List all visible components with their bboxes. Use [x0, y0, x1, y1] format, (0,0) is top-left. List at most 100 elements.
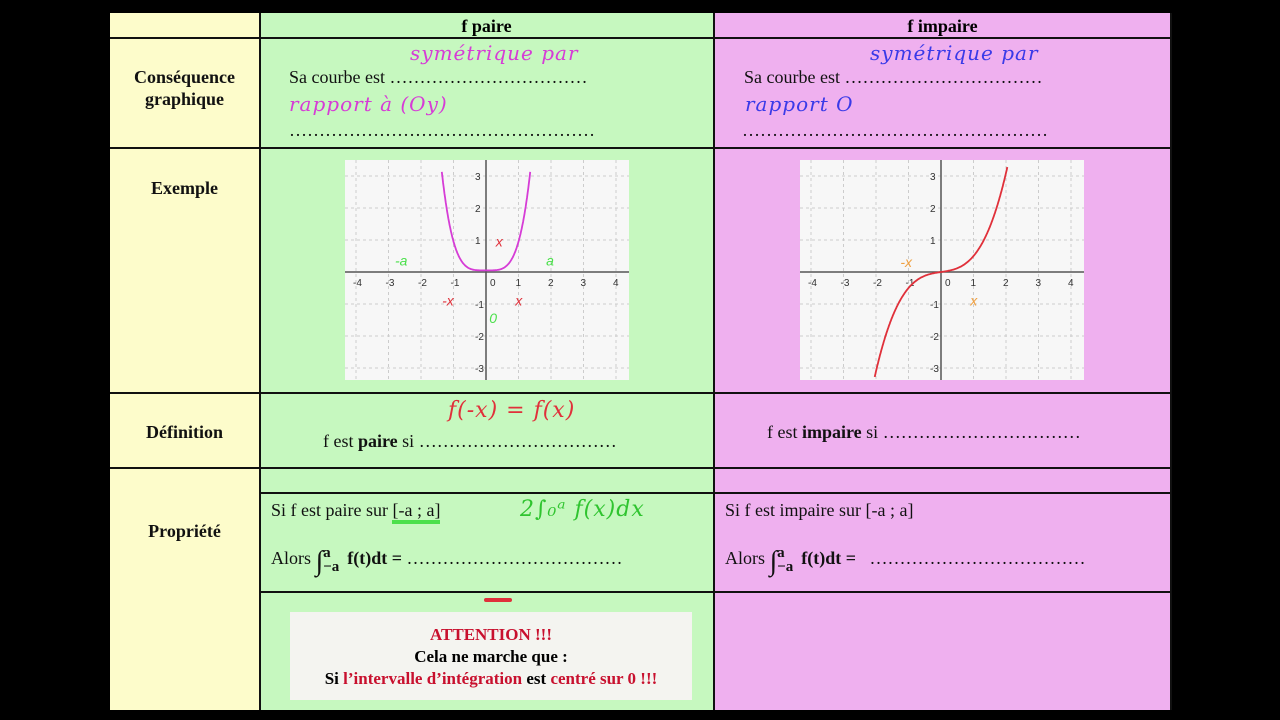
dots: ……………………………… — [406, 548, 623, 569]
label-exemple: Exemple — [151, 178, 218, 198]
x-tick-label: 0 — [490, 278, 496, 289]
prefix: Sa courbe est — [289, 67, 385, 87]
x-tick-label: -1 — [451, 278, 460, 289]
y-tick-label: 3 — [930, 172, 936, 183]
dots: …………………………… — [389, 67, 588, 87]
divider — [110, 147, 1172, 149]
label-line: Conséquence — [133, 67, 235, 87]
x-tick-label: 2 — [548, 278, 554, 289]
text: Si — [324, 669, 344, 688]
header-impaire: f impaire — [907, 16, 978, 36]
attention-line: Cela ne marche que : — [414, 647, 568, 666]
label-propriete: Propriété — [148, 521, 221, 541]
y-tick-label: 1 — [930, 236, 936, 247]
red-underline — [484, 598, 512, 602]
integrand: f(t)dt = — [801, 548, 861, 569]
prefix: Sa courbe est — [744, 67, 840, 87]
x-tick-label: -2 — [418, 278, 427, 289]
x-tick-label: -4 — [353, 278, 362, 289]
y-tick-label: 3 — [475, 172, 481, 183]
attention-box: ATTENTION !!! Cela ne marche que : Si l’… — [290, 612, 692, 700]
integral-sign: ∫ — [315, 546, 324, 578]
annotation: -x — [900, 254, 913, 270]
x-tick-label: 0 — [945, 278, 951, 289]
divider — [110, 392, 1172, 394]
x-tick-label: 1 — [971, 278, 977, 289]
handwriting-impaire-2: rapport O — [745, 92, 854, 116]
y-tick-label: 1 — [475, 236, 481, 247]
limits: a −a — [323, 545, 339, 575]
impaire-consequence-dots-2: …………………………………………… — [742, 120, 1048, 140]
handwriting-paire-2: rapport à (Oy) — [289, 92, 448, 116]
text: f est — [323, 431, 358, 451]
label-definition: Définition — [145, 422, 223, 442]
y-tick-label: 2 — [930, 204, 936, 215]
propriete-paire-line1: Si f est paire sur [-a ; a] — [271, 499, 441, 524]
bold-word: impaire — [802, 422, 862, 442]
y-tick-label: -3 — [475, 364, 484, 375]
x-tick-label: 1 — [516, 278, 522, 289]
divider — [110, 467, 1172, 469]
x-tick-label: 3 — [581, 278, 587, 289]
function-curve — [440, 171, 532, 272]
graph-odd-function: -4 -3 -2 -1 0 1 2 3 4 3 2 1 -1 -2 -3 -x x — [800, 160, 1084, 380]
propriete-impaire-line1: Si f est impaire sur [-a ; a] — [725, 500, 914, 520]
divider — [259, 13, 261, 710]
y-tick-label: -1 — [930, 300, 939, 311]
definition-impaire: f est impaire si …………………………… — [767, 421, 1081, 443]
bold-word: paire — [358, 431, 398, 451]
divider — [110, 37, 1172, 39]
handwriting-impaire-1: symétrique par — [870, 41, 1039, 65]
text: est — [522, 669, 551, 688]
x-tick-label: -4 — [808, 278, 817, 289]
annotation: x — [969, 293, 978, 309]
divider — [259, 591, 1172, 593]
limits: a −a — [777, 545, 793, 575]
x-tick-label: -1 — [906, 278, 915, 289]
propriete-paire-line2: Alors ∫a −a f(t)dt = ……………………………… — [271, 545, 623, 578]
handwriting-paire-1: symétrique par — [410, 41, 579, 65]
x-tick-label: -3 — [841, 278, 850, 289]
text: Si f est paire sur — [271, 500, 393, 520]
upper: a — [777, 545, 785, 561]
dots: ……………………………… — [869, 548, 1086, 569]
paire-consequence-dots-2: …………………………………………… — [289, 120, 595, 140]
y-tick-label: -1 — [475, 300, 484, 311]
text: si — [861, 422, 883, 442]
text: si — [397, 431, 419, 451]
annotation: -a — [395, 253, 408, 269]
function-curve — [873, 166, 1009, 378]
label-consequence: Conséquence graphique — [110, 66, 259, 110]
interval: [-a ; a] — [392, 500, 441, 524]
x-tick-label: 2 — [1003, 278, 1009, 289]
x-tick-label: -2 — [873, 278, 882, 289]
upper: a — [323, 545, 331, 561]
handwriting-definition-paire: f(-x) = f(x) — [448, 398, 576, 423]
annotation: a — [546, 253, 554, 269]
dots: …………………………… — [844, 67, 1043, 87]
paire-consequence-line1: Sa courbe est …………………………… — [289, 66, 587, 88]
text: f est — [767, 422, 802, 442]
definition-paire: f est paire si …………………………… — [323, 430, 617, 452]
label-line: graphique — [144, 89, 225, 109]
attention-title: ATTENTION !!! — [430, 625, 552, 644]
annotation: -x — [442, 293, 455, 309]
y-tick-label: 2 — [475, 204, 481, 215]
text: Alors — [725, 548, 770, 569]
attention-line: Si l’intervalle d’intégration est centré… — [290, 668, 692, 690]
highlight: l’intervalle d’intégration — [343, 669, 523, 688]
label-column — [110, 13, 259, 710]
x-tick-label: 4 — [613, 278, 619, 289]
divider — [259, 492, 1172, 494]
x-tick-label: 3 — [1036, 278, 1042, 289]
annotation: x — [495, 233, 504, 249]
impaire-consequence-line1: Sa courbe est …………………………… — [744, 66, 1042, 88]
header-paire: f paire — [461, 16, 512, 36]
divider — [259, 493, 261, 592]
highlight: centré sur 0 !!! — [550, 669, 658, 688]
dots: …………………………… — [418, 431, 617, 451]
annotation: x — [514, 293, 523, 309]
propriete-impaire-line2: Alors ∫a −a f(t)dt = ……………………………… — [725, 545, 1086, 576]
integrand: f(t)dt = — [347, 548, 407, 569]
